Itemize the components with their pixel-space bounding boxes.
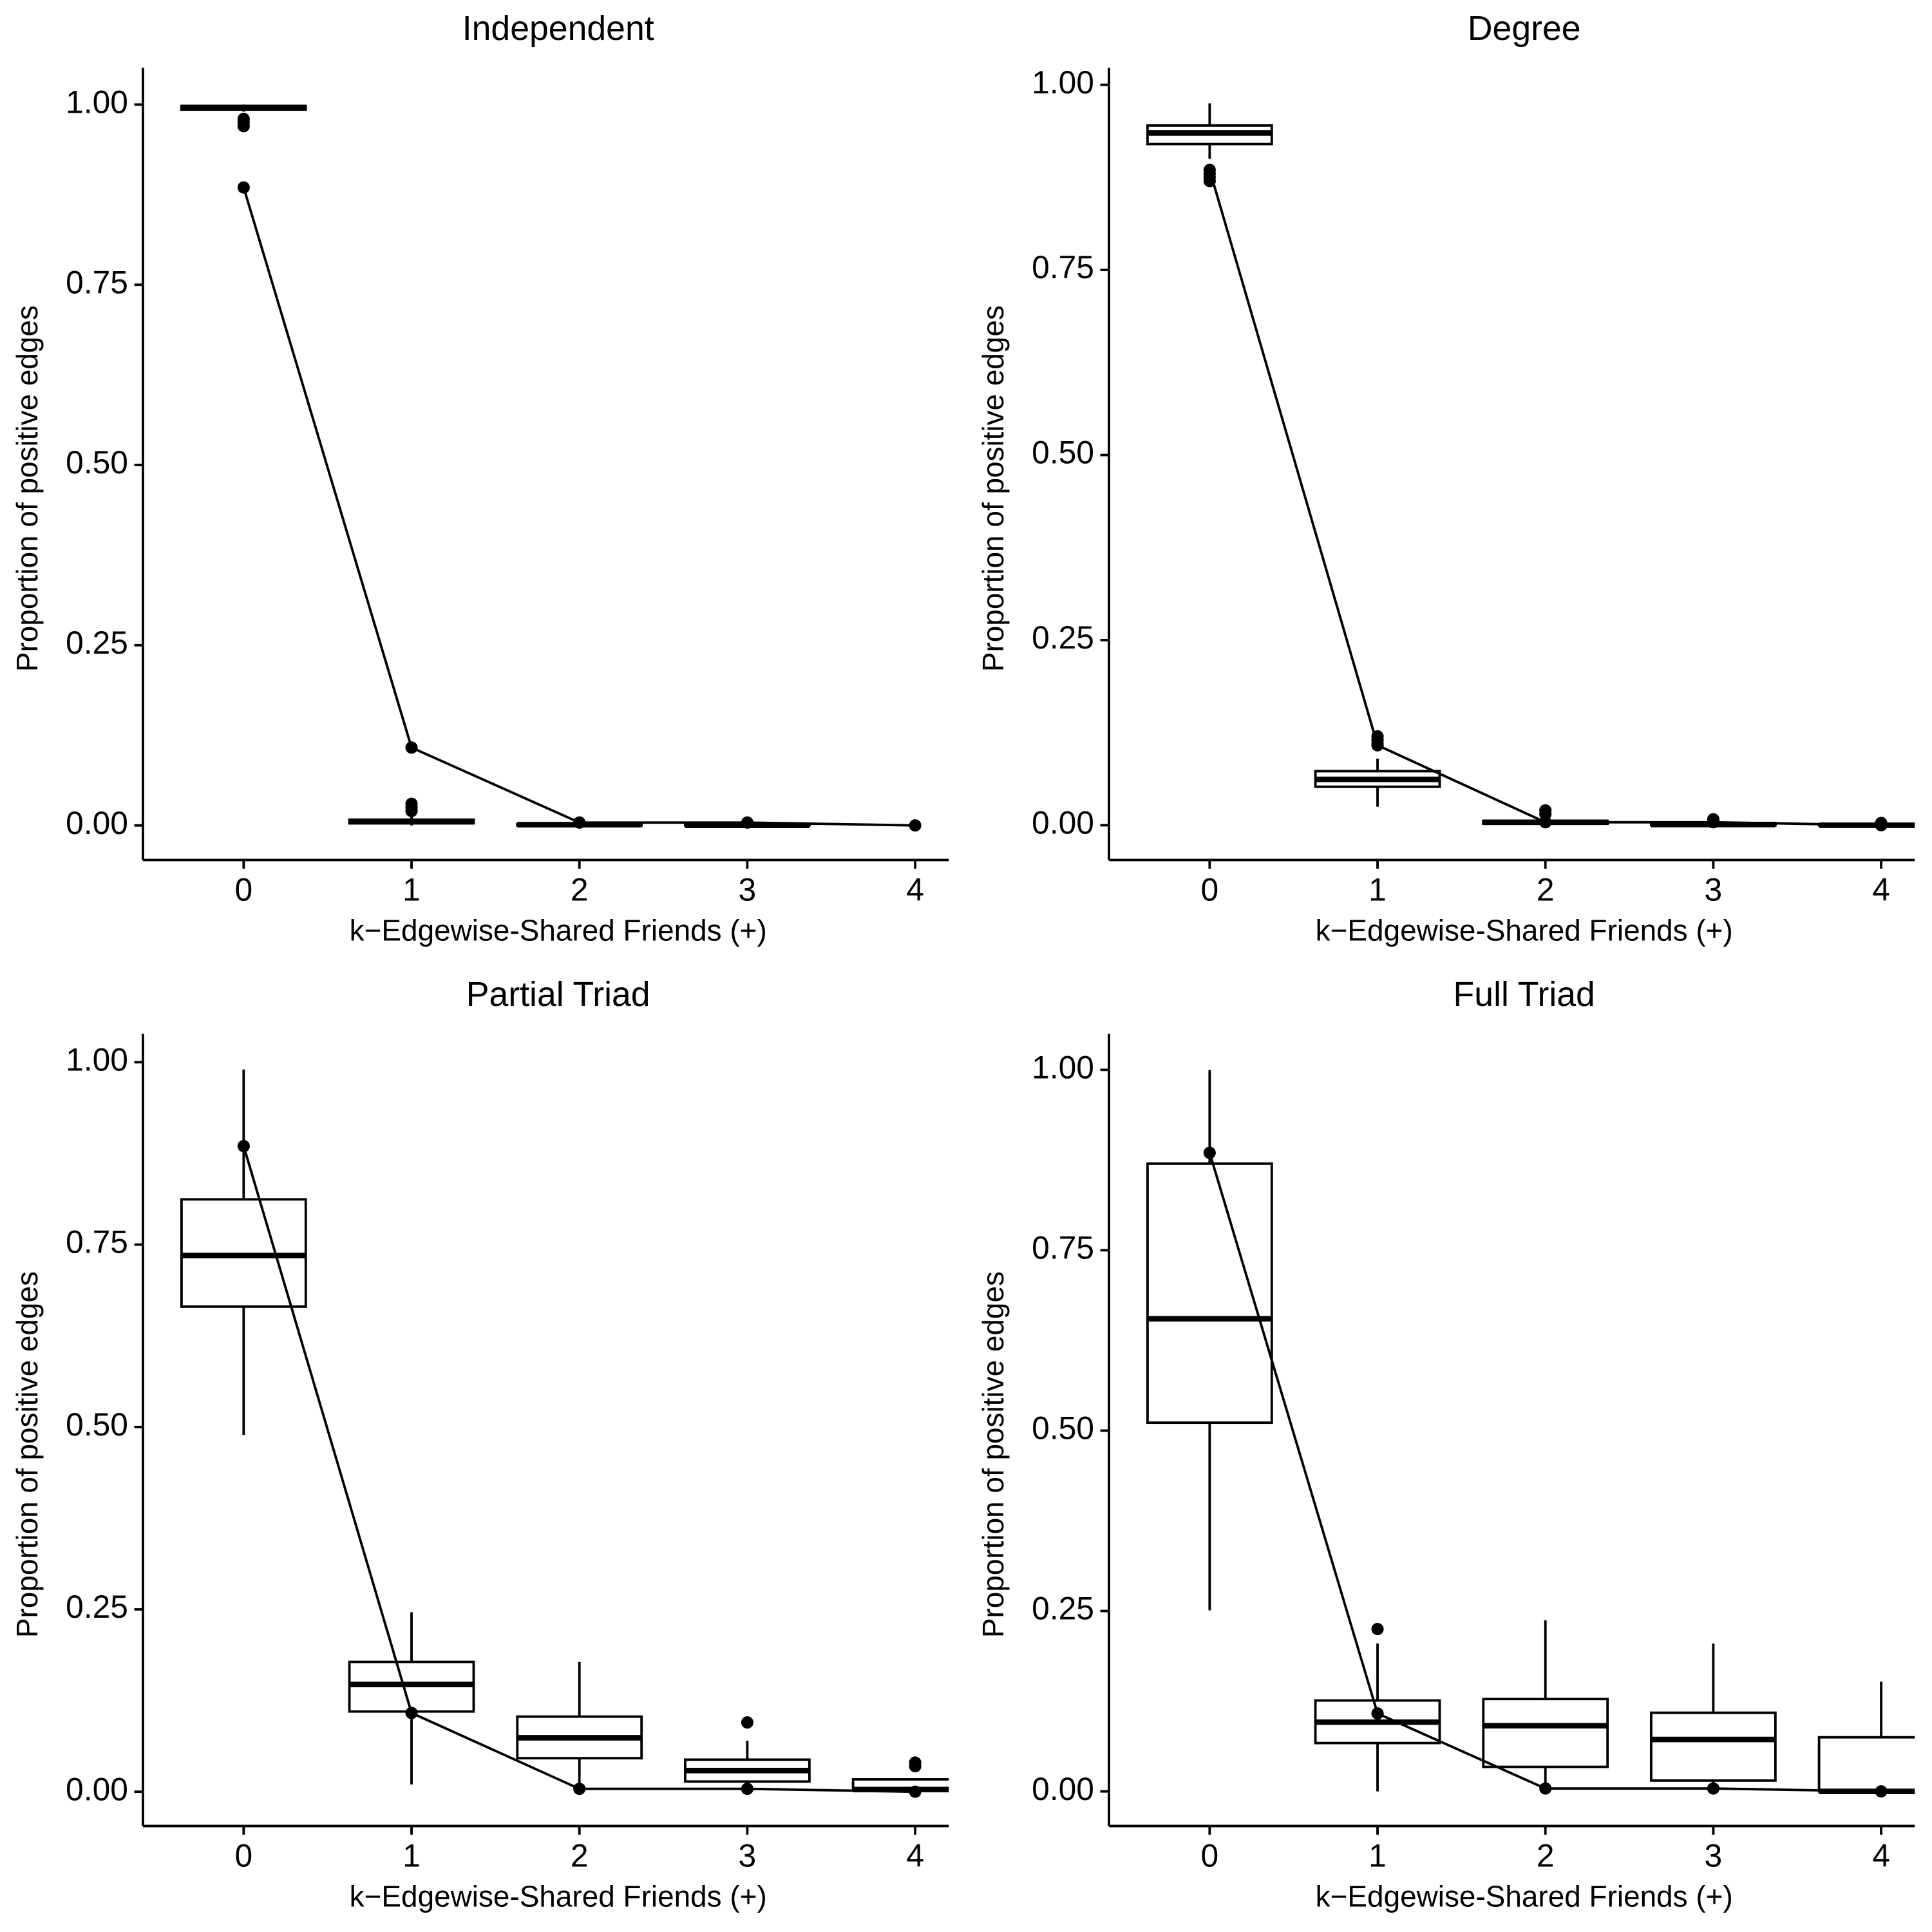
y-tick-label: 0.00 bbox=[1032, 1771, 1094, 1807]
y-axis-title: Proportion of positive edges bbox=[10, 1271, 44, 1638]
x-tick-label: 3 bbox=[739, 1837, 757, 1873]
x-tick-label: 2 bbox=[571, 871, 589, 907]
y-tick-label: 1.00 bbox=[66, 1042, 128, 1078]
box bbox=[1482, 1698, 1609, 1768]
y-tick-label: 0.50 bbox=[1032, 1410, 1094, 1446]
y-tick-label: 0.75 bbox=[66, 1224, 128, 1260]
x-tick-label: 0 bbox=[1201, 1837, 1219, 1873]
x-axis-title: k−Edgewise-Shared Friends (+) bbox=[1316, 1879, 1733, 1913]
y-tick-label: 0.50 bbox=[66, 444, 128, 480]
y-tick-label: 1.00 bbox=[66, 84, 128, 120]
x-tick-label: 2 bbox=[1537, 871, 1555, 907]
x-tick-label: 1 bbox=[1368, 1837, 1387, 1873]
outlier bbox=[1371, 1623, 1384, 1636]
observed-point bbox=[1371, 739, 1384, 752]
y-tick-label: 0.50 bbox=[1032, 435, 1094, 471]
x-tick-label: 1 bbox=[402, 1837, 421, 1873]
y-axis-title: Proportion of positive edges bbox=[10, 305, 44, 672]
y-tick-label: 0.25 bbox=[1032, 620, 1094, 656]
observed-point bbox=[1707, 816, 1719, 829]
box bbox=[1146, 1162, 1273, 1425]
y-tick-label: 0.00 bbox=[1032, 805, 1094, 841]
y-tick-label: 1.00 bbox=[1032, 64, 1094, 100]
plot-area bbox=[1146, 103, 1915, 829]
x-tick-label: 0 bbox=[235, 871, 253, 907]
y-axis-title: Proportion of positive edges bbox=[976, 1271, 1010, 1638]
observed-point bbox=[1203, 1146, 1216, 1159]
plot-area bbox=[180, 104, 916, 829]
box bbox=[1650, 1711, 1777, 1782]
observed-point bbox=[1875, 819, 1888, 831]
y-tick-label: 0.25 bbox=[66, 625, 128, 661]
y-axis-title: Proportion of positive edges bbox=[976, 305, 1010, 672]
panel: Degree k−Edgewise-Shared Friends (+) Propo… bbox=[976, 10, 1915, 947]
x-tick-label: 3 bbox=[1705, 1837, 1723, 1873]
y-tick-label: 0.25 bbox=[66, 1589, 128, 1625]
observed-point bbox=[909, 1785, 922, 1798]
x-tick-label: 2 bbox=[1537, 1837, 1555, 1873]
observed-line bbox=[1208, 169, 1882, 827]
outlier bbox=[741, 1716, 753, 1729]
x-tick-label: 2 bbox=[571, 1837, 589, 1873]
plot-area bbox=[180, 1069, 949, 1794]
panel: Independent k−Edgewise-Shared Friends (+)… bbox=[10, 10, 949, 947]
observed-point bbox=[741, 1783, 753, 1795]
panel-title: Partial Triad bbox=[466, 976, 650, 1014]
observed-point bbox=[741, 816, 753, 829]
panel-title: Independent bbox=[462, 10, 654, 48]
observed-point bbox=[405, 1707, 418, 1719]
x-axis-title: k−Edgewise-Shared Friends (+) bbox=[350, 913, 767, 947]
observed-point bbox=[405, 741, 418, 754]
y-tick-label: 1.00 bbox=[1032, 1049, 1094, 1085]
outlier bbox=[909, 1760, 922, 1773]
y-tick-label: 0.75 bbox=[1032, 1229, 1094, 1265]
observed-point bbox=[237, 181, 250, 194]
outlier bbox=[405, 797, 418, 810]
x-tick-label: 0 bbox=[1201, 871, 1219, 907]
y-tick-label: 0.75 bbox=[1032, 249, 1094, 285]
observed-point bbox=[573, 1783, 586, 1795]
y-tick-label: 0.25 bbox=[1032, 1591, 1094, 1627]
observed-point bbox=[1539, 1782, 1552, 1795]
panel-title: Full Triad bbox=[1454, 976, 1595, 1014]
panel-title: Degree bbox=[1468, 10, 1581, 48]
observed-point bbox=[1371, 1707, 1384, 1720]
observed-point bbox=[1203, 164, 1216, 176]
observed-point bbox=[1539, 816, 1552, 829]
box bbox=[1817, 1736, 1915, 1793]
x-tick-label: 4 bbox=[906, 871, 924, 907]
plot-area bbox=[1146, 1070, 1915, 1794]
x-tick-label: 0 bbox=[235, 1837, 253, 1873]
x-axis-title: k−Edgewise-Shared Friends (+) bbox=[1316, 913, 1733, 947]
y-tick-label: 0.75 bbox=[66, 264, 128, 300]
observed-point bbox=[1875, 1785, 1888, 1798]
observed-point bbox=[237, 1140, 250, 1153]
x-tick-label: 3 bbox=[1705, 871, 1723, 907]
outlier bbox=[237, 120, 250, 133]
x-tick-label: 1 bbox=[1368, 871, 1387, 907]
panel: Partial Triad k−Edgewise-Shared Friends (… bbox=[10, 976, 949, 1913]
observed-point bbox=[1707, 1782, 1719, 1795]
panel: Full Triad k−Edgewise-Shared Friends (+) P… bbox=[976, 976, 1915, 1913]
observed-line bbox=[242, 187, 916, 827]
observed-point bbox=[909, 819, 922, 832]
x-tick-label: 1 bbox=[402, 871, 421, 907]
outlier bbox=[1539, 804, 1552, 817]
x-axis-title: k−Edgewise-Shared Friends (+) bbox=[350, 1879, 767, 1913]
y-tick-label: 0.00 bbox=[66, 1771, 128, 1807]
y-tick-label: 0.50 bbox=[66, 1406, 128, 1443]
x-tick-label: 4 bbox=[906, 1837, 924, 1873]
observed-point bbox=[573, 816, 586, 829]
x-tick-label: 4 bbox=[1872, 1837, 1890, 1873]
x-tick-label: 4 bbox=[1872, 871, 1890, 907]
x-tick-label: 3 bbox=[739, 871, 757, 907]
y-tick-label: 0.00 bbox=[66, 805, 128, 841]
